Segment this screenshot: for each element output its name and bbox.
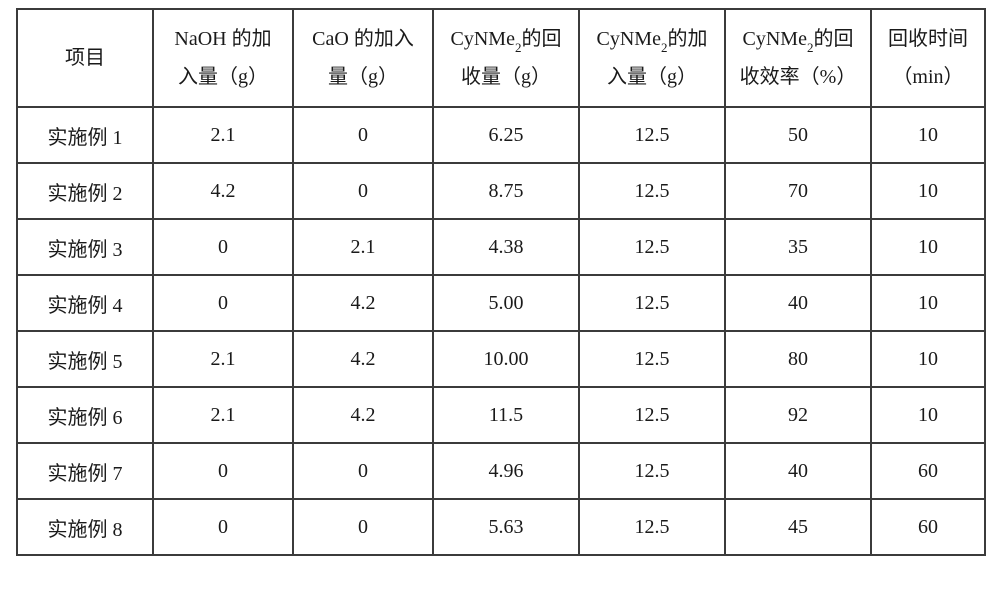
col-header-item: 项目	[17, 9, 153, 107]
table-row: 实施例 12.106.2512.55010	[17, 107, 985, 163]
cell-time: 60	[871, 443, 985, 499]
cell-recov_amt: 5.00	[433, 275, 579, 331]
cell-recov_amt: 4.38	[433, 219, 579, 275]
col-header-naoh: NaOH 的加 入量（g）	[153, 9, 293, 107]
cell-label: 实施例 5	[17, 331, 153, 387]
cell-added: 12.5	[579, 387, 725, 443]
table-row: 实施例 302.14.3812.53510	[17, 219, 985, 275]
cell-label: 实施例 8	[17, 499, 153, 555]
cell-label: 实施例 6	[17, 387, 153, 443]
cell-cao: 4.2	[293, 275, 433, 331]
cell-cao: 0	[293, 107, 433, 163]
cell-cao: 0	[293, 163, 433, 219]
cell-label: 实施例 4	[17, 275, 153, 331]
data-table: 项目 NaOH 的加 入量（g） CaO 的加入 量（g） CyNMe2的回 收…	[16, 8, 986, 556]
cell-naoh: 2.1	[153, 387, 293, 443]
cell-recov_amt: 8.75	[433, 163, 579, 219]
cell-eff: 40	[725, 443, 871, 499]
cell-cao: 4.2	[293, 387, 433, 443]
cell-label: 实施例 3	[17, 219, 153, 275]
cell-time: 10	[871, 163, 985, 219]
cell-time: 10	[871, 219, 985, 275]
cell-time: 10	[871, 387, 985, 443]
header-text: 回收时间	[872, 20, 984, 58]
header-text: CyNMe2的回	[434, 20, 578, 59]
cell-naoh: 0	[153, 219, 293, 275]
cell-cao: 4.2	[293, 331, 433, 387]
cell-recov_amt: 6.25	[433, 107, 579, 163]
cell-naoh: 4.2	[153, 163, 293, 219]
header-text: 项目	[18, 39, 152, 77]
table-row: 实施例 62.14.211.512.59210	[17, 387, 985, 443]
cell-naoh: 2.1	[153, 107, 293, 163]
cell-label: 实施例 1	[17, 107, 153, 163]
cell-added: 12.5	[579, 163, 725, 219]
cell-added: 12.5	[579, 443, 725, 499]
cell-eff: 35	[725, 219, 871, 275]
cell-naoh: 0	[153, 499, 293, 555]
cell-naoh: 0	[153, 275, 293, 331]
cell-time: 10	[871, 107, 985, 163]
header-text: （min）	[872, 58, 984, 96]
cell-eff: 40	[725, 275, 871, 331]
cell-label: 实施例 7	[17, 443, 153, 499]
table-row: 实施例 52.14.210.0012.58010	[17, 331, 985, 387]
header-text: 收效率（%）	[726, 58, 870, 96]
header-text: CyNMe2的回	[726, 20, 870, 59]
header-text: 入量（g）	[154, 58, 292, 96]
header-text: NaOH 的加	[154, 20, 292, 58]
table-body: 实施例 12.106.2512.55010实施例 24.208.7512.570…	[17, 107, 985, 555]
cell-added: 12.5	[579, 219, 725, 275]
header-text: 收量（g）	[434, 58, 578, 96]
cell-label: 实施例 2	[17, 163, 153, 219]
cell-time: 10	[871, 331, 985, 387]
header-text: CaO 的加入	[294, 20, 432, 58]
header-text: 入量（g）	[580, 58, 724, 96]
cell-eff: 45	[725, 499, 871, 555]
col-header-cao: CaO 的加入 量（g）	[293, 9, 433, 107]
table-row: 实施例 24.208.7512.57010	[17, 163, 985, 219]
col-header-recovered: CyNMe2的回 收量（g）	[433, 9, 579, 107]
col-header-time: 回收时间 （min）	[871, 9, 985, 107]
table-row: 实施例 404.25.0012.54010	[17, 275, 985, 331]
header-text: 量（g）	[294, 58, 432, 96]
table-header-row: 项目 NaOH 的加 入量（g） CaO 的加入 量（g） CyNMe2的回 收…	[17, 9, 985, 107]
cell-naoh: 2.1	[153, 331, 293, 387]
cell-eff: 70	[725, 163, 871, 219]
cell-cao: 0	[293, 443, 433, 499]
cell-added: 12.5	[579, 275, 725, 331]
cell-time: 10	[871, 275, 985, 331]
cell-recov_amt: 5.63	[433, 499, 579, 555]
cell-recov_amt: 11.5	[433, 387, 579, 443]
cell-recov_amt: 4.96	[433, 443, 579, 499]
header-text: CyNMe2的加	[580, 20, 724, 59]
cell-added: 12.5	[579, 331, 725, 387]
cell-added: 12.5	[579, 107, 725, 163]
cell-time: 60	[871, 499, 985, 555]
col-header-added: CyNMe2的加 入量（g）	[579, 9, 725, 107]
table-row: 实施例 7004.9612.54060	[17, 443, 985, 499]
cell-added: 12.5	[579, 499, 725, 555]
cell-eff: 92	[725, 387, 871, 443]
table-row: 实施例 8005.6312.54560	[17, 499, 985, 555]
cell-cao: 2.1	[293, 219, 433, 275]
cell-naoh: 0	[153, 443, 293, 499]
col-header-efficiency: CyNMe2的回 收效率（%）	[725, 9, 871, 107]
cell-cao: 0	[293, 499, 433, 555]
cell-recov_amt: 10.00	[433, 331, 579, 387]
cell-eff: 80	[725, 331, 871, 387]
cell-eff: 50	[725, 107, 871, 163]
